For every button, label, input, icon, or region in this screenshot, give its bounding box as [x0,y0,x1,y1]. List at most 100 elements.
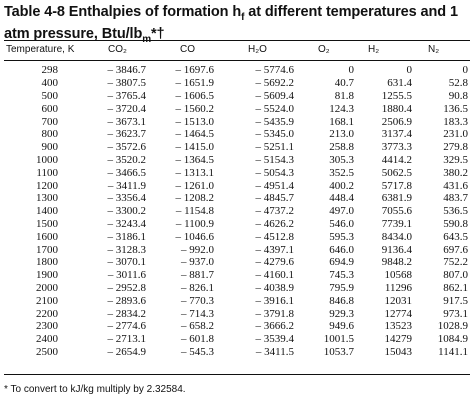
column-header-temperature: Temperature, K [6,44,75,55]
table-cell: 595.3 [329,230,354,243]
table-cell: 1000 [36,153,58,166]
table-cell: – 3673.1 [107,115,147,128]
table-cell: 1800 [36,256,58,269]
table-row: 2400 – 2713.1 – 601.8 – 3539.4 1001.5 14279 10… [0,333,474,346]
table-cell: 448.4 [329,192,354,205]
table-cell: – 3720.4 [107,102,147,115]
table-row: 2500 – 2654.9 – 545.3 – 3411.5 1053.7 15043 11… [0,346,474,359]
table-cell: – 3186.1 [107,230,147,243]
table-cell: 2000 [36,281,58,294]
table-cell: 800 [41,128,59,141]
table-cell: – 1154.8 [175,205,214,218]
table-row: 1700 – 3128.3 – 992.0 – 4397.1 646.0 9136.4 69… [0,243,474,256]
table-cell: – 1697.6 [175,64,215,77]
table-cell: 752.2 [443,256,468,269]
table-cell: 745.3 [329,269,354,282]
table-cell: 1880.4 [381,102,412,115]
table-cell: – 4951.4 [255,179,295,192]
table-cell: – 714.3 [181,307,214,320]
table-cell: 0 [348,64,355,77]
table-cell: – 992.0 [181,243,214,256]
table-cell: – 1046.6 [175,230,215,243]
table-cell: 2400 [36,333,58,346]
top-rule [4,40,470,41]
column-header-h2o: H₂O [248,44,267,55]
table-cell: 1053.7 [323,345,354,358]
table-cell: – 3411.9 [107,179,146,192]
table-row: 600 – 3720.4 – 1560.2 – 5524.0 124.3 1880.4 13… [0,102,474,115]
table-cell: 643.5 [443,230,468,243]
table-cell: – 1364.5 [175,153,215,166]
table-cell: – 5692.2 [255,77,295,90]
table-cell: 1084.9 [437,333,468,346]
title-line-2: atm pressure, Btu/lbm*† [4,26,470,48]
title-line-2-rest: *† [151,25,165,42]
table-cell: – 826.1 [181,281,214,294]
table-cell: – 4279.6 [255,256,295,269]
table-cell: 973.1 [443,307,468,320]
table-cell: 8434.0 [381,230,412,243]
table-cell: 400 [41,77,59,90]
table-row: 400 – 3807.5 – 1651.9 – 5692.2 40.7 631.4 52.8 [0,77,474,90]
column-header-o2: O₂ [318,44,330,55]
table-cell: – 5524.0 [255,102,295,115]
table-cell: – 1415.0 [175,141,215,154]
title-subscript: f [241,11,245,23]
table-cell: 1700 [36,243,58,256]
table-cell: 2300 [36,320,58,333]
table-cell: – 5774.6 [255,64,295,77]
table-cell: – 4737.2 [255,205,295,218]
table-cell: 12031 [384,294,413,307]
table-cell: 168.1 [329,115,354,128]
table-cell: – 4160.1 [255,269,295,282]
table-row: 500 – 3765.4 – 1606.5 – 5609.4 81.8 1255.5 90.… [0,90,474,103]
table-cell: 9136.4 [381,243,412,256]
table-row: 1600 – 3186.1 – 1046.6 – 4512.8 595.3 8434.0 6… [0,230,474,243]
table-cell: 1001.5 [323,333,354,346]
table-cell: 2100 [36,294,58,307]
table-cell: 352.5 [329,166,354,179]
table-cell: 400.2 [329,179,354,192]
table-cell: – 3791.8 [255,307,295,320]
table-row: 2300 – 2774.6 – 658.2 – 3666.2 949.6 13523 102… [0,320,474,333]
table-cell: – 3807.5 [107,77,147,90]
table-cell: 590.8 [443,217,468,230]
title-line-1-text: Table 4-8 Enthalpies of formation h [4,4,242,20]
table-cell: – 881.7 [181,269,214,282]
table-cell: 329.5 [443,153,468,166]
table-cell: 917.5 [443,294,468,307]
table-row: 1200 – 3411.9 – 1261.0 – 4951.4 400.2 5717.8 4… [0,179,474,192]
column-header-row: Temperature, K CO₂ CO H₂O O₂ H₂ N₂ [0,44,474,58]
table-cell: – 3128.3 [107,243,147,256]
table-cell: 500 [41,89,59,102]
table-cell: 15043 [384,345,413,358]
table-cell: 646.0 [329,243,354,256]
table-cell: 1300 [36,192,58,205]
table-cell: – 1606.5 [175,89,215,102]
bottom-rule [4,374,470,375]
table-row: 1900 – 3011.6 – 881.7 – 4160.1 745.3 10568 807… [0,269,474,282]
title-line-1-rest: at different temperatures and 1 [244,4,458,20]
table-cell: 183.3 [443,115,468,128]
table-cell: 497.0 [329,205,354,218]
table-cell: – 4512.8 [255,230,295,243]
table-cell: 431.6 [443,179,468,192]
table-cell: – 937.0 [181,256,214,269]
table-cell: – 601.8 [181,333,214,346]
table-cell: 1400 [36,205,58,218]
table-cell: – 4845.7 [255,192,295,205]
title-line-1: Table 4-8 Enthalpies of formation hf at … [4,4,470,26]
table-cell: 536.5 [443,205,468,218]
table-cell: 14279 [384,333,413,346]
table-cell: – 3916.1 [255,294,295,307]
table-cell: 298 [41,64,59,77]
table-cell: – 2713.1 [107,333,147,346]
table-body: 298 – 3846.7 – 1697.6 – 5774.6 0 0 0 400 – 3807.… [0,64,474,358]
table-cell: – 3572.6 [107,141,147,154]
table-cell: – 2893.6 [107,294,147,307]
table-cell: 1028.9 [437,320,468,333]
table-cell: 1141.1 [438,345,468,358]
table-cell: – 3466.5 [107,166,147,179]
table-cell: 483.7 [443,192,468,205]
table-cell: – 3356.4 [107,192,147,205]
